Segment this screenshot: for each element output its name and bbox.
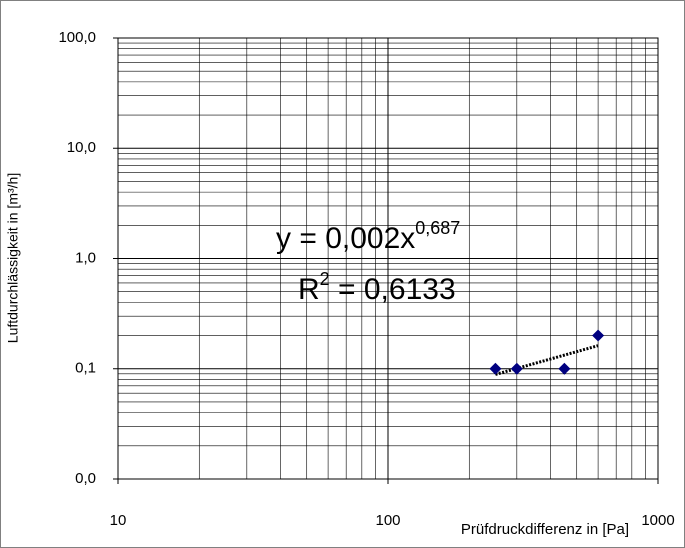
- r-power: 2: [320, 269, 330, 289]
- data-point: [592, 329, 605, 342]
- y-tick-label: 0,1: [75, 360, 96, 377]
- x-tick-label: 10: [110, 512, 127, 529]
- trend-equation: y = 0,002x0,687: [276, 218, 460, 255]
- equation-exponent: 0,687: [415, 218, 460, 238]
- y-tick-label: 100,0: [58, 29, 96, 46]
- data-point: [489, 362, 502, 375]
- x-tick-label: 100: [375, 512, 400, 529]
- equation: y = 0,002x: [276, 222, 415, 255]
- data-point: [558, 362, 571, 375]
- r-value: = 0,6133: [330, 273, 456, 306]
- y-tick-label: 0,0: [75, 470, 96, 487]
- data-point: [510, 362, 523, 375]
- x-tick-label: 1000: [641, 512, 674, 529]
- x-axis-label: Prüfdruckdifferenz in [Pa]: [461, 521, 629, 538]
- grid: [117, 37, 659, 480]
- y-axis-label: Luftdurchlässigkeit in [m³/h]: [5, 173, 21, 343]
- y-tick-label: 1,0: [75, 249, 96, 266]
- r-symbol: R: [298, 273, 320, 306]
- r-squared: R2 = 0,6133: [298, 269, 456, 306]
- y-tick-label: 10,0: [67, 139, 96, 156]
